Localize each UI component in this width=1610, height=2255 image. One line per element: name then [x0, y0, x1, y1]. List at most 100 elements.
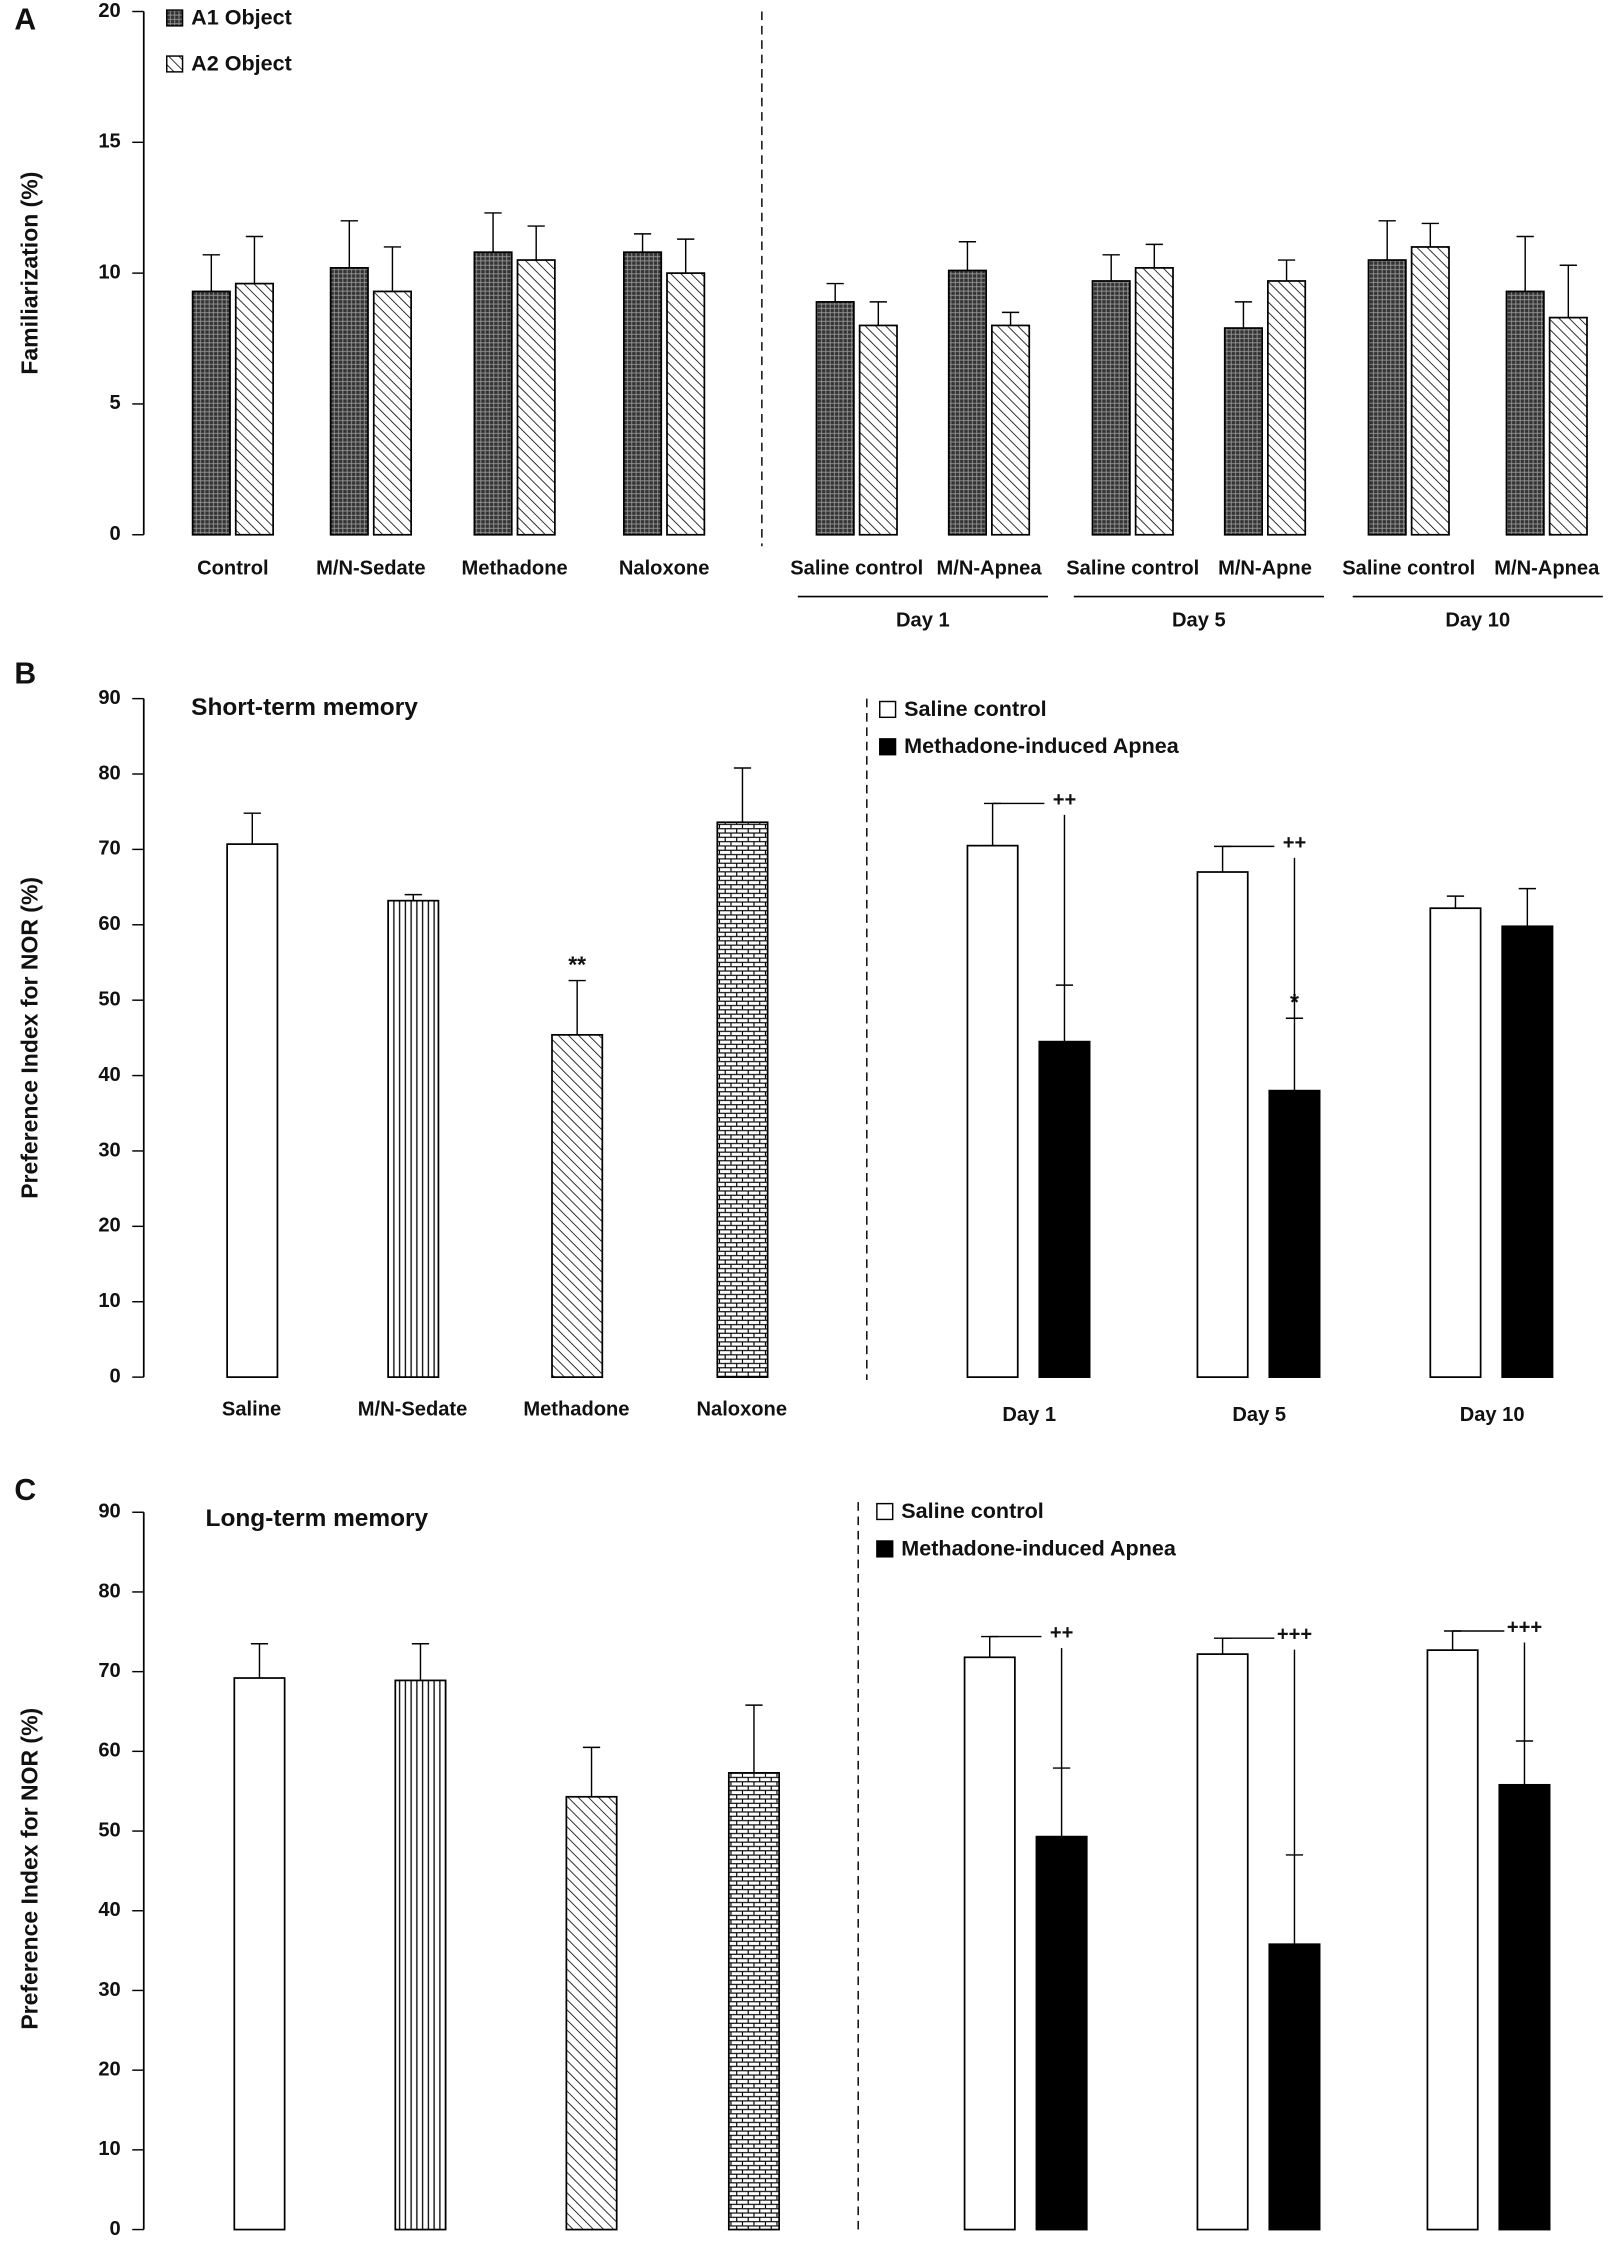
x-tick-label: Methadone	[462, 558, 568, 580]
bar	[387, 899, 440, 1378]
chart-title: Short-term memory	[191, 694, 418, 721]
y-tick-label: 10	[98, 2138, 120, 2160]
group-label: Day 1	[1002, 1404, 1056, 1426]
bar	[1223, 327, 1263, 536]
y-tick-label: 70	[98, 1660, 120, 1682]
legend-swatch	[166, 9, 184, 27]
y-tick-label: 80	[98, 1580, 120, 1602]
group-label: Day 5	[1232, 1404, 1286, 1426]
x-tick-label: M/N-Apnea	[936, 558, 1042, 580]
group-label: Day 5	[1232, 2254, 1286, 2255]
y-tick-label: 80	[98, 762, 120, 784]
chart-title: Long-term memory	[206, 1505, 429, 1532]
y-tick-label: 0	[110, 2218, 121, 2240]
annotation: **	[568, 951, 586, 977]
x-tick-label: Naloxone	[708, 2254, 799, 2255]
bar	[191, 290, 231, 536]
x-tick-label: Naloxone	[696, 1398, 787, 1420]
bar	[1038, 1040, 1091, 1378]
bar	[716, 821, 769, 1378]
legend-label: A2 Object	[191, 50, 292, 75]
group-label: Day 5	[1172, 609, 1226, 631]
legend-label: Methadone-induced Apnea	[901, 1535, 1177, 1560]
x-tick-label: Saline	[222, 1398, 281, 1420]
group-label: Day 10	[1457, 2254, 1522, 2255]
bar	[1134, 267, 1174, 536]
panel-label: C	[14, 1474, 36, 1507]
legend-label: Saline control	[901, 1498, 1043, 1523]
y-tick-label: 0	[110, 1365, 121, 1387]
x-tick-label: M/N-Apnea	[1494, 558, 1600, 580]
y-axis-label: Preference Index for NOR (%)	[17, 1708, 43, 2030]
bar	[329, 267, 369, 536]
x-tick-label: M/N-Apne	[1218, 558, 1312, 580]
legend-swatch	[879, 738, 897, 756]
y-tick-label: 30	[98, 1139, 120, 1161]
bar	[1035, 1835, 1088, 2231]
bar	[1429, 907, 1482, 1378]
bar	[1426, 1649, 1479, 2231]
x-tick-label: Methadone	[538, 2254, 644, 2255]
y-tick-label: 60	[98, 913, 120, 935]
bar	[1196, 1653, 1249, 2231]
y-axis-label: Familiarization (%)	[17, 172, 43, 375]
y-tick-label: 10	[98, 261, 120, 283]
y-tick-label: 5	[110, 392, 121, 414]
x-tick-label: Methadone	[523, 1398, 629, 1420]
bar	[1498, 1783, 1551, 2231]
x-tick-label: Control	[197, 558, 268, 580]
bar	[858, 324, 898, 536]
y-tick-label: 10	[98, 1290, 120, 1312]
x-tick-label: Naloxone	[619, 558, 710, 580]
y-tick-label: 40	[98, 1064, 120, 1086]
y-tick-label: 70	[98, 838, 120, 860]
y-tick-label: 30	[98, 1979, 120, 2001]
y-tick-label: 0	[110, 523, 121, 545]
legend-label: Saline control	[904, 696, 1046, 721]
bar	[565, 1795, 618, 2231]
legend-swatch	[876, 1502, 894, 1521]
x-tick-label: M/N-Sedate	[316, 558, 426, 580]
y-tick-label: 15	[98, 131, 120, 153]
bar	[966, 844, 1019, 1378]
comparison-label: ++	[1053, 789, 1077, 811]
bar	[623, 251, 663, 536]
bar	[1267, 280, 1307, 536]
comparison-label: ++	[1283, 832, 1307, 854]
bar	[551, 1033, 604, 1378]
group-label: Day 10	[1445, 609, 1510, 631]
panel-label: B	[14, 658, 36, 691]
bar	[1505, 290, 1545, 536]
comparison-label: +++	[1507, 1616, 1542, 1638]
group-label: Day 10	[1460, 1404, 1525, 1426]
bar	[1548, 316, 1588, 536]
bar	[473, 251, 513, 536]
bar	[1268, 1943, 1321, 2231]
bar	[516, 259, 556, 536]
bar	[226, 843, 279, 1378]
y-axis-label: Preference Index for NOR (%)	[17, 877, 43, 1199]
group-label: Day 1	[1000, 2254, 1054, 2255]
y-tick-label: 20	[98, 0, 120, 22]
y-tick-label: 50	[98, 988, 120, 1010]
x-tick-label: Saline	[229, 2254, 288, 2255]
group-label: Day 1	[896, 609, 950, 631]
x-tick-label: Saline control	[790, 558, 923, 580]
bar	[727, 1772, 780, 2231]
bar	[1091, 280, 1131, 536]
bar	[963, 1656, 1016, 2231]
y-tick-label: 90	[98, 1501, 120, 1523]
bar	[1196, 871, 1249, 1378]
bar	[666, 272, 706, 536]
x-tick-label: M/N-Sedate	[358, 1398, 468, 1420]
legend-swatch	[166, 55, 184, 73]
bar	[394, 1679, 447, 2231]
bar	[234, 282, 274, 536]
y-tick-label: 50	[98, 1819, 120, 1841]
y-tick-label: 40	[98, 1899, 120, 1921]
bar	[991, 324, 1031, 536]
x-tick-label: Saline control	[1342, 558, 1475, 580]
bar	[372, 290, 412, 536]
bar	[1268, 1089, 1321, 1378]
